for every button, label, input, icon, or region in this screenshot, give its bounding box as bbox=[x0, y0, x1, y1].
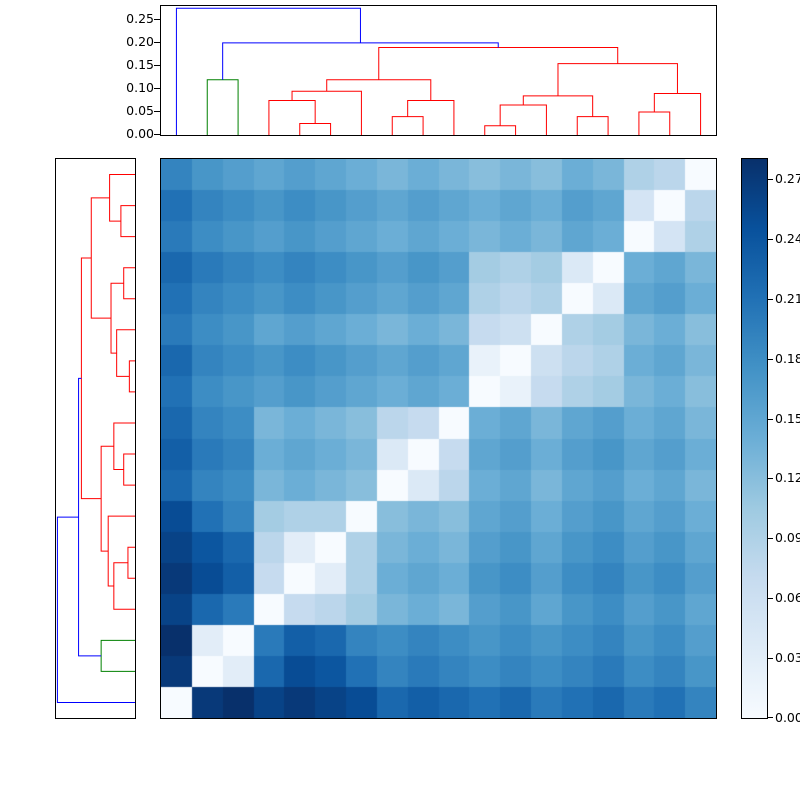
heatmap-axes bbox=[160, 158, 717, 719]
y-tick-label: 0.00 bbox=[126, 126, 154, 141]
dendrogram-link bbox=[269, 100, 315, 135]
dendrogram-link bbox=[117, 330, 135, 377]
dendrogram-link bbox=[124, 268, 135, 299]
y-tick-mark bbox=[154, 41, 160, 43]
dendrogram-link bbox=[79, 378, 102, 656]
colorbar-tick-label: 0.06 bbox=[775, 590, 800, 606]
colorbar-tick-label: 0.15 bbox=[775, 410, 800, 426]
dendrogram-link bbox=[577, 117, 608, 135]
dendrogram-link bbox=[101, 446, 114, 551]
dendrogram-link bbox=[81, 258, 101, 499]
dendrogram-link bbox=[108, 516, 135, 586]
colorbar-tick-label: 0.00 bbox=[775, 710, 800, 725]
dendrogram-link bbox=[128, 547, 135, 578]
y-tick-label: 0.20 bbox=[126, 33, 154, 49]
dendrogram-link bbox=[57, 517, 135, 702]
dendrogram-link bbox=[111, 283, 124, 353]
top-dendrogram-axes bbox=[160, 5, 717, 136]
colorbar-tick-label: 0.09 bbox=[775, 530, 800, 546]
y-tick-label: 0.15 bbox=[126, 56, 154, 72]
dendrogram-link bbox=[485, 126, 516, 135]
dendrogram-link bbox=[292, 91, 361, 135]
colorbar-tick-mark bbox=[768, 358, 773, 360]
dendrogram-link bbox=[639, 112, 670, 135]
colorbar-tick-mark bbox=[768, 658, 773, 660]
dendrogram-link bbox=[523, 96, 592, 117]
dendrogram-link bbox=[101, 640, 135, 671]
heatmap bbox=[161, 159, 716, 718]
colorbar-tick-mark bbox=[768, 418, 773, 420]
dendrogram-link bbox=[114, 563, 135, 610]
dendrogram-link bbox=[408, 100, 454, 135]
y-tick-label: 0.25 bbox=[126, 10, 154, 26]
dendrogram-link bbox=[91, 198, 111, 318]
dendrogram-link bbox=[223, 43, 499, 80]
dendrogram-link bbox=[300, 123, 331, 135]
colorbar-tick-mark bbox=[768, 178, 773, 180]
colorbar-tick-mark bbox=[768, 478, 773, 480]
colorbar-tick-mark bbox=[768, 538, 773, 540]
colorbar-tick-label: 0.24 bbox=[775, 230, 800, 246]
dendrogram-link bbox=[129, 361, 135, 392]
colorbar-tick-label: 0.18 bbox=[775, 350, 800, 366]
left-dendrogram-axes bbox=[55, 158, 136, 719]
dendrogram-link bbox=[327, 80, 431, 101]
dendrogram-link bbox=[500, 105, 546, 135]
y-tick-mark bbox=[154, 87, 160, 89]
colorbar-tick-label: 0.21 bbox=[775, 290, 800, 306]
colorbar bbox=[741, 158, 768, 719]
dendrogram-link bbox=[392, 117, 423, 135]
colorbar-tick-mark bbox=[768, 298, 773, 300]
dendrogram-link bbox=[207, 80, 238, 135]
colorbar-tick-mark bbox=[768, 598, 773, 600]
dendrogram-link bbox=[176, 8, 360, 135]
dendrogram-link bbox=[558, 64, 677, 96]
dendrogram-link bbox=[110, 175, 135, 222]
y-tick-mark bbox=[154, 110, 160, 112]
top-dendrogram bbox=[161, 6, 716, 135]
y-tick-mark bbox=[154, 64, 160, 66]
colorbar-tick-label: 0.27 bbox=[775, 170, 800, 186]
y-tick-label: 0.05 bbox=[126, 102, 154, 118]
dendrogram-link bbox=[654, 94, 700, 135]
dendrogram-link bbox=[121, 206, 135, 237]
colorbar-tick-mark bbox=[768, 717, 773, 718]
colorbar-tick-label: 0.12 bbox=[775, 470, 800, 486]
y-tick-mark bbox=[154, 18, 160, 20]
y-tick-label: 0.10 bbox=[126, 79, 154, 95]
colorbar-tick-label: 0.03 bbox=[775, 650, 800, 666]
left-dendrogram bbox=[56, 159, 135, 718]
dendrogram-link bbox=[124, 454, 135, 485]
dendrogram-link bbox=[114, 423, 135, 470]
y-tick-mark bbox=[154, 134, 160, 135]
colorbar-tick-mark bbox=[768, 238, 773, 240]
